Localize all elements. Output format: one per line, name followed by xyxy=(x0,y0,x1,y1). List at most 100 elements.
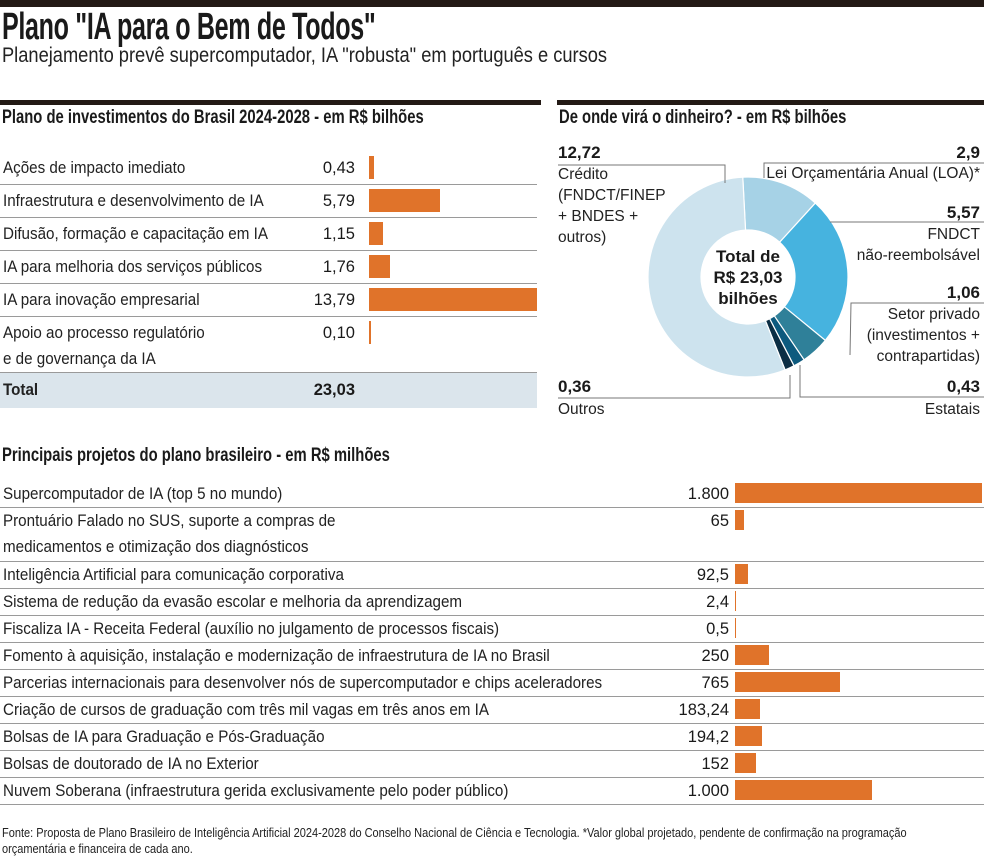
slice-value: 0,43 xyxy=(946,377,980,396)
investment-row: Ações de impacto imediato 0,43 xyxy=(0,152,537,185)
project-value: 0,5 xyxy=(706,620,729,638)
investment-label: IA para inovação empresarial xyxy=(3,291,200,309)
slice-value: 1,06 xyxy=(946,283,980,302)
investment-value: 0,43 xyxy=(322,159,355,177)
project-row: Prontuário Falado no SUS, suporte a comp… xyxy=(0,508,984,562)
leader-line xyxy=(558,164,726,183)
investment-row: Infraestrutura e desenvolvimento de IA 5,… xyxy=(0,185,537,218)
slice-value: 0,36 xyxy=(558,377,592,396)
project-bar xyxy=(735,618,736,638)
slice-label: Crédito (FNDCT/FINEP + BNDES + outros) xyxy=(558,166,666,246)
investment-label: Infraestrutura e desenvolvimento de IA xyxy=(3,192,264,210)
project-row: Fomento à aquisição, instalação e modern… xyxy=(0,643,984,670)
project-row: Fiscaliza IA - Receita Federal (auxílio … xyxy=(0,616,984,643)
project-bar xyxy=(735,699,761,719)
project-value: 1.000 xyxy=(687,782,729,800)
page-title: Plano "IA para o Bem de Todos" xyxy=(2,6,376,48)
donut-slice xyxy=(647,176,786,378)
investment-row: Apoio ao processo regulatório e de gover… xyxy=(0,317,537,373)
slice-label: Lei Orçamentária Anual (LOA)* xyxy=(766,165,980,182)
project-row: Sistema de redução da evasão escolar e m… xyxy=(0,589,984,616)
slice-label: Outros xyxy=(558,401,605,418)
investment-value: 1,76 xyxy=(322,258,355,276)
project-value: 65 xyxy=(710,512,729,530)
source-footnote: Fonte: Proposta de Plano Brasileiro de I… xyxy=(2,826,907,856)
donut-center-text: R$ 23,03 xyxy=(714,268,783,287)
investment-value: 5,79 xyxy=(322,192,355,210)
leader-line xyxy=(849,302,984,356)
project-row: Supercomputador de IA (top 5 no mundo) 1.… xyxy=(0,481,984,508)
investment-row: IA para melhoria dos serviços públicos 1,… xyxy=(0,251,537,284)
section-rule-investments xyxy=(0,100,541,105)
projects-chart: Supercomputador de IA (top 5 no mundo) 1.… xyxy=(0,481,984,811)
project-label: Sistema de redução da evasão escolar e m… xyxy=(3,593,463,611)
project-label: Fiscaliza IA - Receita Federal (auxílio … xyxy=(3,620,500,638)
leader-line xyxy=(558,375,791,399)
slice-label: Setor privado (investimentos + contrapar… xyxy=(866,306,980,365)
investment-bar xyxy=(369,156,375,179)
project-row: Parcerias internacionais para desenvolve… xyxy=(0,670,984,697)
slice-label: Estatais xyxy=(924,401,980,418)
project-row: Bolsas de doutorado de IA no Exterior 152 xyxy=(0,751,984,778)
project-row: Nuvem Soberana (infraestrutura gerida ex… xyxy=(0,778,984,805)
investment-label: Difusão, formação e capacitação em IA xyxy=(3,225,268,243)
project-value: 183,24 xyxy=(678,701,729,719)
project-value: 92,5 xyxy=(696,566,729,584)
investment-label: IA para melhoria dos serviços públicos xyxy=(3,258,263,276)
project-row: Bolsas de IA para Graduação e Pós-Gradua… xyxy=(0,724,984,751)
spacer xyxy=(0,436,984,439)
project-value: 152 xyxy=(701,755,729,773)
investment-bar xyxy=(369,288,537,311)
project-bar xyxy=(735,753,756,773)
sources-title: De onde virá o dinheiro? - em R$ bilhões xyxy=(559,107,847,128)
investment-bar xyxy=(369,255,391,278)
project-row: Criação de cursos de graduação com três … xyxy=(0,697,984,724)
project-value: 2,4 xyxy=(706,593,729,611)
investment-value: 0,10 xyxy=(322,324,355,342)
sources-donut-chart: Total de R$ 23,03 bilhões xyxy=(558,162,984,399)
investment-bar xyxy=(369,189,440,212)
project-label: Inteligência Artificial para comunicação… xyxy=(3,566,344,584)
donut-center-text: bilhões xyxy=(718,289,778,308)
donut-slice xyxy=(778,202,849,342)
project-label: Criação de cursos de graduação com três … xyxy=(3,701,489,719)
page-subtitle: Planejamento prevê supercomputador, IA "… xyxy=(2,44,608,67)
project-label: Bolsas de doutorado de IA no Exterior xyxy=(3,755,259,773)
slice-value: 5,57 xyxy=(946,203,980,222)
investment-bar xyxy=(369,222,383,245)
project-row: Inteligência Artificial para comunicação… xyxy=(0,562,984,589)
project-bar xyxy=(735,672,840,692)
investment-value: 1,15 xyxy=(322,225,355,243)
donut-center-text: Total de xyxy=(716,247,780,266)
slice-label: FNDCT não-reembolsável xyxy=(856,226,980,264)
investment-label: Apoio ao processo regulatório e de gover… xyxy=(3,324,205,368)
project-value: 194,2 xyxy=(687,728,729,746)
leader-line xyxy=(799,365,984,398)
project-value: 250 xyxy=(701,647,729,665)
project-label: Parcerias internacionais para desenvolve… xyxy=(3,674,603,692)
investment-bar xyxy=(369,321,371,344)
investment-row: Difusão, formação e capacitação em IA 1,1… xyxy=(0,218,537,251)
top-rule xyxy=(0,0,984,7)
project-value: 765 xyxy=(701,674,729,692)
projects-title: Principais projetos do plano brasileiro … xyxy=(2,445,390,466)
leader-line xyxy=(763,162,984,178)
project-bar xyxy=(735,591,736,611)
total-row: Total 23,03 xyxy=(0,373,537,408)
investment-row: IA para inovação empresarial 13,79 xyxy=(0,284,537,317)
project-bar xyxy=(735,645,770,665)
project-bar xyxy=(735,564,748,584)
slice-value: 2,9 xyxy=(956,143,980,162)
investments-title: Plano de investimentos do Brasil 2024-20… xyxy=(2,107,424,128)
project-bar xyxy=(735,510,744,530)
project-label: Prontuário Falado no SUS, suporte a comp… xyxy=(3,512,336,556)
project-label: Bolsas de IA para Graduação e Pós-Gradua… xyxy=(3,728,325,746)
project-label: Fomento à aquisição, instalação e modern… xyxy=(3,647,550,665)
investment-label: Ações de impacto imediato xyxy=(3,159,186,177)
slice-value: 12,72 xyxy=(558,143,601,162)
project-bar xyxy=(735,726,762,746)
total-label: Total xyxy=(3,381,39,399)
investment-value: 13,79 xyxy=(313,291,355,309)
project-value: 1.800 xyxy=(687,485,729,503)
investments-chart: Ações de impacto imediato 0,43 Infraestrut… xyxy=(0,152,537,412)
